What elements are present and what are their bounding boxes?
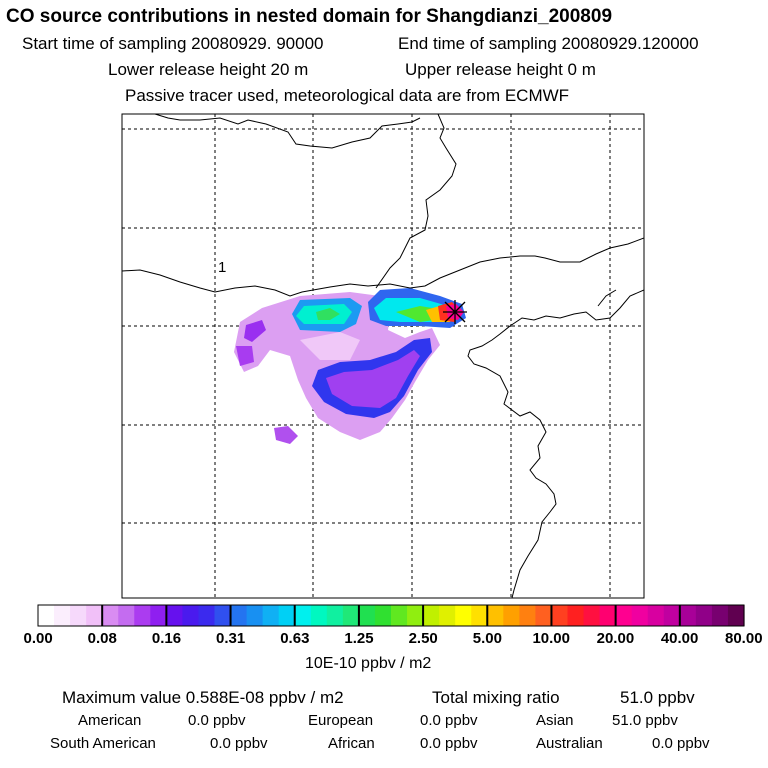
contribution-value-african: 0.0 ppbv [420,735,478,752]
colorbar-swatch [262,605,280,626]
receptor-marker [443,300,467,324]
colorbar-swatch [134,605,151,626]
colorbar-swatch [439,605,456,626]
chart-title: CO source contributions in nested domain… [6,6,613,27]
colorbar-swatch [583,605,601,626]
colorbar-tick-label: 5.00 [472,630,502,647]
colorbar-swatch [326,605,344,626]
total-mixing-label: Total mixing ratio [432,688,560,707]
colorbar-swatch [214,605,232,626]
colorbar-tick-label: 0.63 [280,630,310,647]
coastline-east [467,289,644,598]
colorbar-swatch [118,605,135,626]
end-time-label: End time of sampling 20080929.120000 [398,34,699,53]
colorbar-swatch [70,605,87,626]
colorbar-swatch [102,605,119,626]
colorbar-swatch [166,605,184,626]
contribution-name-american: American [78,712,142,729]
colorbar-swatch [294,605,312,626]
colorbar-swatch [391,605,408,626]
colorbar-tick-label: 80.00 [725,630,763,647]
plume-south-ring-inner [326,350,420,408]
colorbar-tick-label: 0.31 [216,630,246,647]
colorbar-swatch [310,605,328,626]
colorbar-swatch [198,605,216,626]
plume-core-west-peak [316,308,340,320]
plume-west-blob [244,320,266,342]
total-mixing-value: 51.0 ppbv [620,688,695,707]
colorbar-swatch [711,605,729,626]
colorbar-swatch [86,605,103,626]
colorbar-swatch [278,605,296,626]
colorbar-swatch [599,605,617,626]
border-line-north [122,237,644,297]
contribution-value-australian: 0.0 ppbv [652,735,710,752]
tracer-label: Passive tracer used, meteorological data… [125,86,570,105]
colorbar-swatch [471,605,488,626]
colorbar-swatch [567,605,585,626]
contribution-name-asian: Asian [536,712,574,729]
colorbar-swatch [358,605,376,626]
map-label: 1 [218,259,226,276]
colorbar-swatch [342,605,360,626]
coastlines [122,114,644,598]
contribution-name-african: African [328,735,375,752]
colorbar-swatch [535,605,553,626]
colorbar-tick-label: 2.50 [408,630,438,647]
colorbar-swatch [246,605,264,626]
lower-release-label: Lower release height 20 m [108,60,309,79]
colorbar-swatch [631,605,649,626]
plume-field [234,288,466,444]
contribution-name-south-american: South American [50,735,156,752]
max-value-label: Maximum value 0.588E-08 ppbv / m2 [62,688,344,707]
plume-light-patch [300,332,360,360]
colorbar-swatch [695,605,713,626]
start-time-label: Start time of sampling 20080929. 90000 [22,34,324,53]
upper-release-label: Upper release height 0 m [405,60,596,79]
colorbar-tick-label: 1.25 [344,630,374,647]
colorbar [37,604,745,627]
colorbar-swatch [647,605,665,626]
colorbar-tick-label: 0.16 [151,630,182,647]
colorbar-swatch [150,605,167,626]
colorbar-tick-label: 10.00 [532,630,570,647]
contribution-name-australian: Australian [536,735,603,752]
colorbar-swatch [519,605,537,626]
contribution-value-american: 0.0 ppbv [188,712,246,729]
colorbar-swatch [407,605,424,626]
colorbar-swatch [503,605,520,626]
colorbar-swatch [663,605,681,626]
plume-west-blob-2 [236,346,254,366]
colorbar-swatch [551,605,569,626]
contribution-value-south-american: 0.0 ppbv [210,735,268,752]
colorbar-tick-label: 20.00 [596,630,635,647]
border-line-northeast [375,114,457,289]
colorbar-tick-label: 40.00 [660,630,699,647]
colorbar-swatch [679,605,697,626]
colorbar-swatch [487,605,504,626]
colorbar-frame [37,604,745,627]
colorbar-swatch [182,605,200,626]
contribution-value-asian: 51.0 ppbv [612,712,678,729]
colorbar-swatch [374,605,392,626]
colorbar-tick-label: 0.08 [87,630,117,647]
colorbar-tick-label: 0.00 [23,630,53,647]
colorbar-unit-label: 10E-10 ppbv / m2 [305,655,432,672]
colorbar-swatch [38,605,55,626]
coastline-peninsula [597,289,617,307]
colorbar-swatch [727,605,745,626]
colorbar-swatch [423,605,440,626]
colorbar-swatch [230,605,248,626]
border-line-top [154,114,421,149]
contribution-name-european: European [308,712,374,729]
plume-south-blob [274,426,298,444]
colorbar-swatch [615,605,633,626]
contribution-value-european: 0.0 ppbv [420,712,478,729]
colorbar-swatch [455,605,472,626]
colorbar-swatch [54,605,71,626]
